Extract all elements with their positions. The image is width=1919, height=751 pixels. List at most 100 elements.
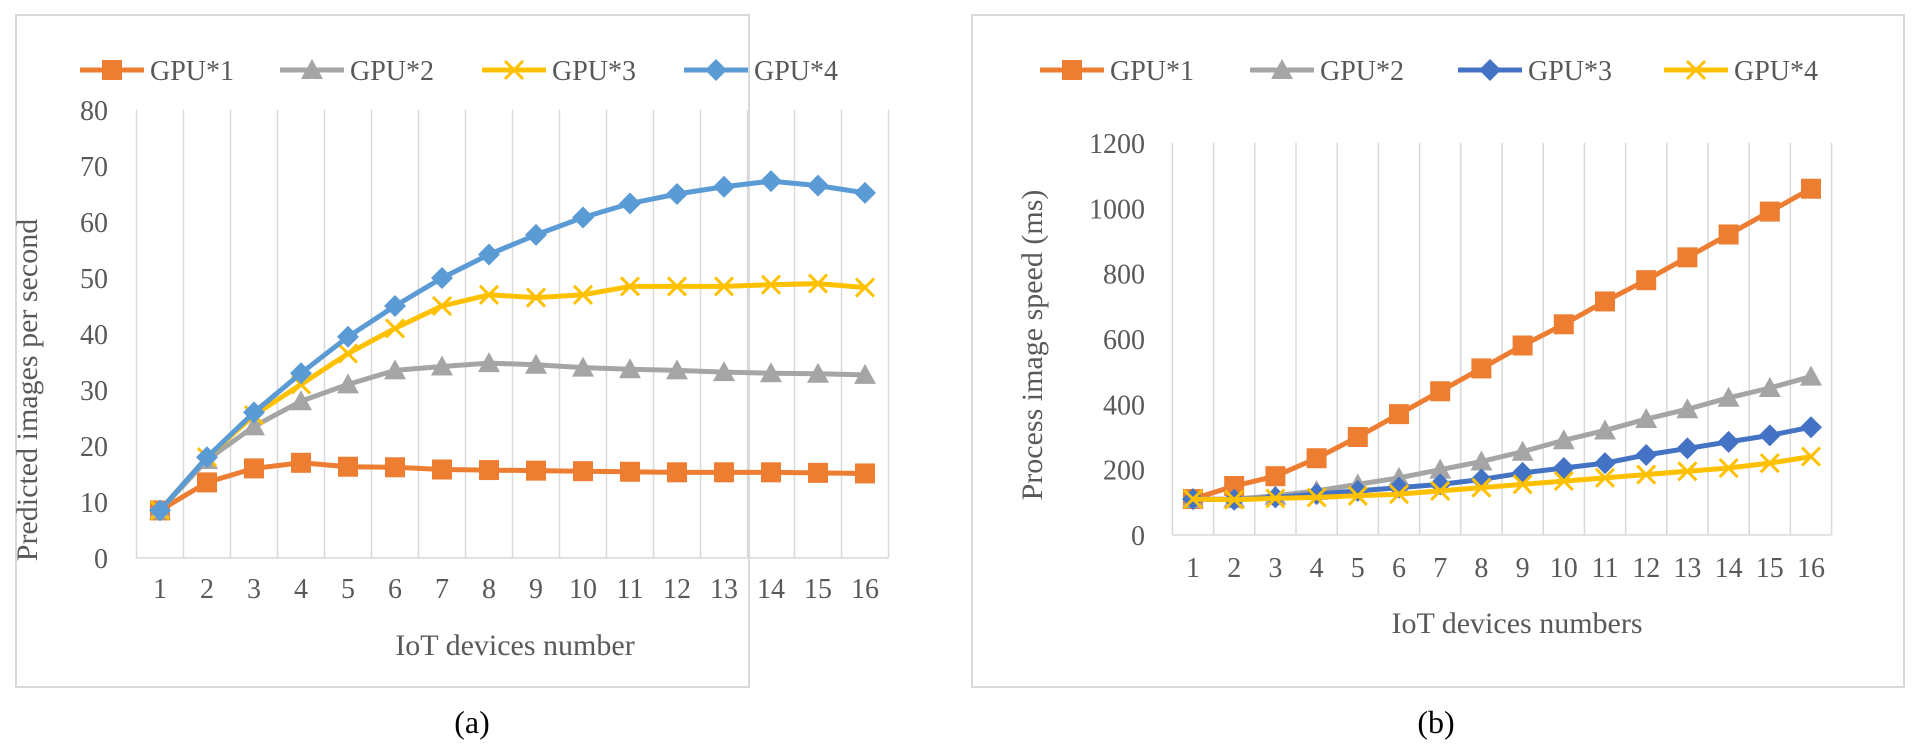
panel-b-data-point-3: [1594, 452, 1616, 475]
panel-b-y-tick-label: 400: [1103, 390, 1145, 421]
panel-a-x-tick-label: 4: [294, 574, 308, 605]
panel-b-data-point-4: [1636, 464, 1657, 485]
panel-b-data-point-4: [1677, 461, 1698, 482]
panel-b-legend-item: GPU*4: [1664, 56, 1818, 87]
panel-b-data-point-4: [1594, 467, 1616, 488]
panel-a-series-line-4: [158, 178, 866, 513]
panel-a-data-point-2: [854, 363, 876, 384]
panel-b-legend-label: GPU*2: [1320, 56, 1404, 87]
panel-b-data-point-4: [1430, 480, 1451, 501]
panel-a-legend-item: GPU*3: [482, 56, 636, 87]
panel-b-data-point-1: [1553, 314, 1574, 335]
panel-a-x-tick-label: 16: [851, 574, 879, 605]
panel-a-series-line-1: [158, 460, 866, 513]
panel-a-data-point-3: [666, 276, 688, 297]
panel-b-x-tick-label: 14: [1715, 553, 1743, 584]
panel-b-x-tick-label: 3: [1268, 553, 1282, 584]
panel-a-data-point-4: [525, 223, 547, 246]
panel-b-data-point-4: [1759, 453, 1780, 474]
panel-b-data-point-4: [1800, 446, 1822, 467]
panel-a-data-point-2: [384, 359, 406, 380]
panel-b-data-point-1: [1801, 178, 1821, 199]
panel-b-data-point-4: [1224, 489, 1245, 510]
panel-a-data-point-4: [713, 175, 735, 198]
panel-a-x-tick-label: 15: [804, 574, 832, 605]
panel-b-data-point-4: [1388, 484, 1410, 505]
panel-b-data-point-2: [1635, 408, 1658, 429]
panel-a-data-point-2: [713, 361, 735, 382]
panel-a-x-tick-label: 3: [247, 574, 261, 605]
panel-b-y-tick-label: 0: [1131, 521, 1145, 552]
panel-a-data-point-1: [479, 460, 499, 481]
panel-b-legend-label: GPU*3: [1528, 56, 1612, 87]
panel-b-data-point-4: [1347, 485, 1368, 506]
panel-a-legend-item: GPU*2: [280, 56, 434, 87]
panel-b-data-point-2: [1758, 377, 1781, 397]
panel-a-legend-item: GPU*4: [684, 56, 838, 87]
panel-b-data-point-2: [1800, 365, 1822, 386]
panel-a-data-point-3: [854, 277, 876, 298]
panel-b-y-tick-label: 600: [1103, 325, 1145, 356]
panel-b-data-point-2: [1429, 458, 1452, 479]
panel-b-data-point-4: [1265, 488, 1286, 509]
panel-a-x-tick-label: 7: [435, 574, 449, 605]
panel-a-x-tick-label: 2: [200, 574, 214, 605]
panel-b-x-tick-label: 12: [1632, 553, 1660, 584]
panel-b-legend-item: GPU*2: [1250, 56, 1404, 87]
panel-a-data-point-2: [666, 359, 688, 380]
panel-a-legend-item: GPU*1: [80, 56, 234, 87]
panel-a-data-point-4: [337, 325, 359, 348]
panel-b-data-point-1: [1677, 247, 1698, 268]
panel-b-data-point-4: [1182, 489, 1204, 510]
panel-a-y-tick-label: 40: [80, 320, 108, 351]
panel-a-legend-label: GPU*2: [350, 56, 434, 87]
panel-a-legend-marker: [102, 60, 122, 80]
panel-a-data-point-1: [385, 457, 405, 478]
panel-b-gridlines: [1171, 143, 1833, 536]
panel-a-data-point-2: [431, 355, 453, 376]
panel-a-y-ticks: 0 10 20 30 40 50 60 70 80: [80, 96, 108, 575]
panel-a-legend: GPU*1 GPU*2 GPU*3 GPU*4: [80, 56, 838, 87]
panel-a-data-point-1: [291, 452, 311, 473]
panel-a-y-tick-label: 60: [80, 208, 108, 239]
panel-a-y-axis-label: Predicted images per second: [11, 219, 44, 561]
panel-b-x-tick-label: 15: [1756, 553, 1784, 584]
panel-b-data-point-4: [1471, 477, 1492, 498]
panel-b-legend-marker: [1062, 60, 1082, 80]
panel-a-data-point-2: [243, 415, 265, 436]
panel-b-data-point-4: [1718, 457, 1739, 479]
panel-a-data-point-3: [807, 273, 829, 294]
panel-b-legend-item: GPU*3: [1458, 56, 1612, 87]
panel-b-x-tick-label: 6: [1392, 553, 1406, 584]
panel-b-data-point-4: [1553, 471, 1574, 492]
panel-a-data-point-1: [761, 462, 781, 483]
panel-b-legend-marker: [1479, 59, 1501, 81]
panel-b-x-tick-label: 2: [1227, 553, 1241, 584]
panel-b-data-point-1: [1306, 448, 1327, 469]
panel-b-y-tick-label: 1000: [1089, 194, 1145, 225]
panel-a-data-point-4: [666, 183, 688, 205]
panel-a-x-tick-label: 6: [388, 574, 402, 605]
panel-a-data-point-2: [478, 352, 500, 373]
panel-b-data-point-1: [1224, 476, 1245, 496]
panel-a-x-ticks: 1 2 3 4 5 6 7 8 9 10 11 12 13 14 15 16: [153, 574, 879, 605]
panel-b-data-point-3: [1800, 416, 1822, 439]
panel-a-x-tick-label: 10: [569, 574, 597, 605]
panel-b-x-ticks: 1 2 3 4 5 6 7 8 9 10 11 12 13 14 15 16: [1186, 553, 1825, 584]
panel-b-legend-marker: [1271, 59, 1293, 79]
panel-a-data-point-1: [432, 459, 452, 480]
panel-a-data-point-1: [620, 461, 640, 482]
panel-b-y-tick-label: 1200: [1089, 129, 1145, 160]
panel-b-x-tick-label: 1: [1186, 553, 1200, 584]
panel-a-x-tick-label: 1: [153, 574, 167, 605]
panel-a-y-tick-label: 20: [80, 432, 108, 463]
panel-b-data-point-1: [1265, 466, 1286, 487]
panel-a-data-point-3: [478, 284, 500, 305]
panel-b-y-tick-label: 800: [1103, 260, 1145, 291]
panel-b-data-point-3: [1635, 443, 1658, 466]
panel-a-legend-label: GPU*3: [552, 56, 636, 87]
panel-a-data-point-3: [384, 318, 406, 339]
panel-a-data-point-3: [431, 295, 453, 317]
panel-a-data-point-2: [525, 353, 547, 374]
